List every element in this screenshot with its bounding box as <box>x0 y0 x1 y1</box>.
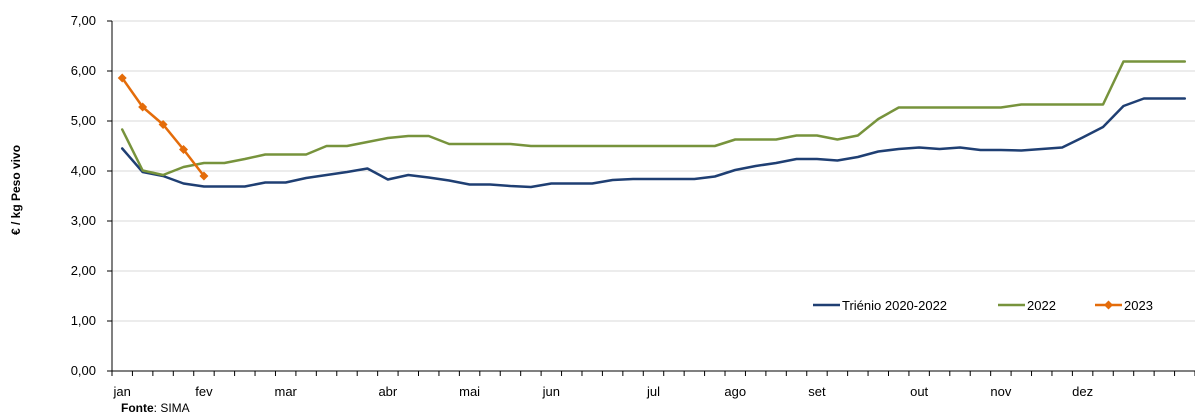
source-label: Fonte <box>121 401 154 415</box>
x-month-label: nov <box>990 384 1011 399</box>
y-axis-label: € / kg Peso vivo <box>9 145 23 235</box>
series-line <box>120 60 1187 177</box>
y-tick-label: 1,00 <box>71 313 96 328</box>
source-note: Fonte: SIMA <box>121 401 190 415</box>
x-month-label: dez <box>1072 384 1093 399</box>
x-month-label: abr <box>378 384 397 399</box>
y-tick-label: 0,00 <box>71 363 96 378</box>
y-tick-label: 3,00 <box>71 213 96 228</box>
y-axis-ticks: 0,00 1,00 2,00 3,00 4,00 5,00 6,00 7,00 <box>71 13 112 378</box>
x-month-label: set <box>808 384 826 399</box>
x-month-label: jul <box>646 384 660 399</box>
data-point <box>179 145 189 154</box>
data-point <box>117 73 127 83</box>
x-month-label: ago <box>724 384 746 399</box>
x-axis-ticks: jan fev mar abr mai jun jul ago set out nov dez <box>111 371 1195 399</box>
legend-label: 2022 <box>1027 298 1056 313</box>
y-tick-label: 2,00 <box>71 263 96 278</box>
legend-label: Triénio 2020-2022 <box>842 298 947 313</box>
y-tick-label: 7,00 <box>71 13 96 28</box>
y-tick-label: 6,00 <box>71 63 96 78</box>
legend-label: 2023 <box>1124 298 1153 313</box>
x-month-label: jan <box>113 384 131 399</box>
data-point <box>138 102 148 112</box>
series-markers <box>117 73 209 181</box>
legend-marker <box>1104 300 1113 310</box>
y-tick-label: 4,00 <box>71 163 96 178</box>
gridlines <box>112 20 1195 322</box>
series-lines <box>120 60 1187 189</box>
x-month-label: out <box>910 384 928 399</box>
source-text: : SIMA <box>153 401 190 415</box>
legend: Triénio 2020-2022 2022 2023 <box>813 298 1153 313</box>
axes <box>111 21 1195 372</box>
y-tick-label: 5,00 <box>71 113 96 128</box>
x-month-label: mar <box>274 384 297 399</box>
x-month-label: mai <box>459 384 480 399</box>
data-point <box>158 120 168 129</box>
series-line <box>120 97 1187 189</box>
data-point <box>199 171 209 181</box>
x-month-label: fev <box>195 384 213 399</box>
x-month-label: jun <box>542 384 560 399</box>
